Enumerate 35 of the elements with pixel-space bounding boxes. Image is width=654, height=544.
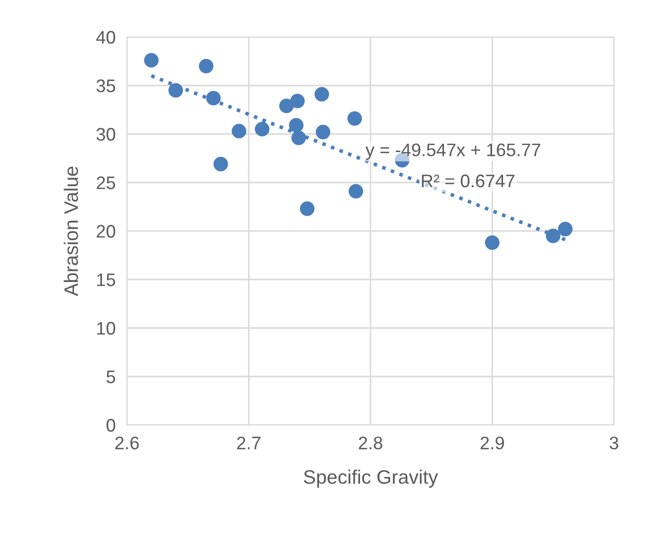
point (484, 235, 500, 250)
annotation: y = -49.547x + 165.77 (366, 144, 540, 160)
y-tick-label: 25 (96, 176, 116, 190)
point (347, 111, 362, 126)
y-tick-label: 15 (97, 274, 116, 286)
point (314, 86, 330, 102)
point (316, 124, 330, 140)
x-tick-label: 2.9 (480, 436, 504, 450)
point (348, 184, 364, 199)
y-tick-label: 0 (106, 418, 116, 432)
point (168, 83, 183, 98)
annotation: R² = 0.6747 (422, 174, 514, 188)
y-tick-label: 30 (96, 128, 116, 141)
x-tick-label: 3 (610, 436, 618, 450)
point (232, 124, 246, 138)
point (213, 156, 228, 172)
point (198, 58, 214, 74)
x-axis-title: Specific Gravity (304, 470, 438, 488)
point (558, 222, 573, 236)
x-tick-label: 2.8 (358, 436, 382, 450)
x-tick-label: 2.6 (115, 436, 139, 450)
point (290, 94, 305, 108)
point (144, 52, 159, 68)
y-tick-label: 40 (96, 30, 116, 44)
point (254, 122, 270, 136)
point (300, 201, 314, 216)
y-tick-label: 5 (106, 370, 116, 384)
y-axis-title: Abrasion Value (64, 166, 78, 296)
y-tick-label: 10 (97, 322, 116, 335)
x-tick-label: 2.7 (237, 436, 260, 450)
y-tick-label: 35 (96, 79, 116, 92)
point (206, 90, 221, 106)
point (288, 118, 304, 133)
point (279, 98, 294, 114)
y-tick-label: 20 (96, 224, 116, 238)
